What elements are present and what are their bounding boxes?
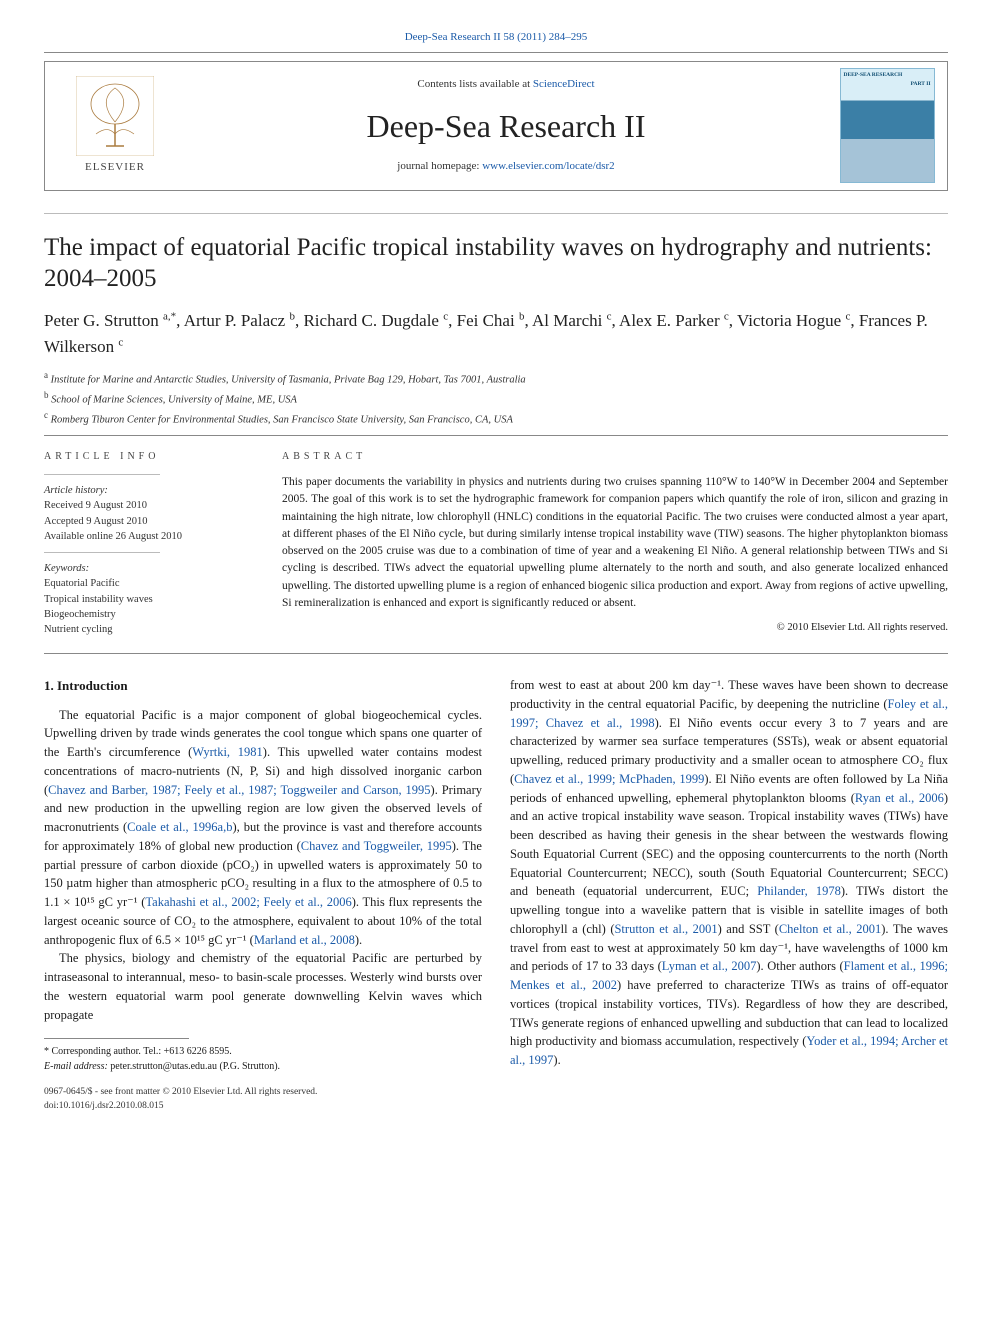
journal-homepage-link[interactable]: www.elsevier.com/locate/dsr2 bbox=[482, 160, 614, 172]
footnotes: * Corresponding author. Tel.: +613 6226 … bbox=[44, 1045, 482, 1074]
affiliation-line: a Institute for Marine and Antarctic Stu… bbox=[44, 369, 948, 389]
front-matter-line: 0967-0645/$ - see front matter © 2010 El… bbox=[44, 1086, 948, 1099]
p2-text-k: ). bbox=[553, 1053, 560, 1067]
ref-strutton-2001[interactable]: Strutton et al., 2001 bbox=[614, 922, 717, 936]
corresponding-author-note: * Corresponding author. Tel.: +613 6226 … bbox=[44, 1045, 482, 1060]
article-title: The impact of equatorial Pacific tropica… bbox=[44, 232, 948, 295]
journal-cover-thumbnail: DEEP-SEA RESEARCH PART II bbox=[840, 68, 935, 183]
history-line-2: Available online 26 August 2010 bbox=[44, 529, 254, 544]
ref-ryan-2006[interactable]: Ryan et al., 2006 bbox=[855, 791, 944, 805]
abstract-heading: ABSTRACT bbox=[282, 450, 948, 465]
ref-chavez-1999[interactable]: Chavez et al., 1999; McPhaden, 1999 bbox=[514, 772, 704, 786]
header-rule bbox=[44, 213, 948, 214]
journal-header-center: Contents lists available at ScienceDirec… bbox=[185, 62, 827, 190]
keyword-1: Tropical instability waves bbox=[44, 592, 254, 607]
elsevier-logo: ELSEVIER bbox=[65, 71, 165, 181]
keyword-2: Biogeochemistry bbox=[44, 607, 254, 622]
cover-thumb-part: PART II bbox=[844, 81, 931, 89]
history-line-0: Received 9 August 2010 bbox=[44, 498, 254, 513]
journal-citation-link[interactable]: Deep-Sea Research II 58 (2011) 284–295 bbox=[405, 31, 588, 43]
ref-chavez-barber-1987[interactable]: Chavez and Barber, 1987; Feely et al., 1… bbox=[48, 783, 430, 797]
p1-text-g: ). bbox=[355, 933, 362, 947]
article-info-heading: ARTICLE INFO bbox=[44, 450, 254, 465]
sciencedirect-link[interactable]: ScienceDirect bbox=[533, 78, 595, 90]
journal-homepage-line: journal homepage: www.elsevier.com/locat… bbox=[397, 159, 614, 175]
ref-takahashi-2002[interactable]: Takahashi et al., 2002; Feely et al., 20… bbox=[145, 895, 351, 909]
ref-philander-1978[interactable]: Philander, 1978 bbox=[757, 884, 841, 898]
running-header: Deep-Sea Research II 58 (2011) 284–295 bbox=[44, 30, 948, 46]
doi-line: doi:10.1016/j.dsr2.2010.08.015 bbox=[44, 1100, 948, 1113]
history-line-1: Accepted 9 August 2010 bbox=[44, 514, 254, 529]
email-value: peter.strutton@utas.edu.au (P.G. Strutto… bbox=[110, 1061, 280, 1072]
p2-text-i: ). Other authors ( bbox=[756, 959, 843, 973]
affiliation-line: c Romberg Tiburon Center for Environment… bbox=[44, 409, 948, 429]
abstract-text: This paper documents the variability in … bbox=[282, 474, 948, 612]
journal-header-box: ELSEVIER Contents lists available at Sci… bbox=[44, 61, 948, 191]
journal-title: Deep-Sea Research II bbox=[367, 103, 646, 149]
elsevier-tree-icon bbox=[76, 76, 154, 156]
homepage-prefix: journal homepage: bbox=[397, 160, 482, 172]
cover-thumb-cell: DEEP-SEA RESEARCH PART II bbox=[827, 62, 947, 190]
intro-para-2b: from west to east at about 200 km day⁻¹.… bbox=[510, 676, 948, 1070]
article-history-label: Article history: bbox=[44, 483, 254, 498]
cover-thumb-title: DEEP-SEA RESEARCH bbox=[844, 72, 931, 80]
ref-wyrtki-1981[interactable]: Wyrtki, 1981 bbox=[192, 745, 263, 759]
abstract-copyright: © 2010 Elsevier Ltd. All rights reserved… bbox=[282, 620, 948, 635]
p2-text-a: The physics, biology and chemistry of th… bbox=[44, 951, 482, 1021]
ref-chavez-toggweiler-1995[interactable]: Chavez and Toggweiler, 1995 bbox=[301, 839, 452, 853]
email-line: E-mail address: peter.strutton@utas.edu.… bbox=[44, 1060, 482, 1075]
intro-para-1: The equatorial Pacific is a major compon… bbox=[44, 706, 482, 950]
contents-available-line: Contents lists available at ScienceDirec… bbox=[417, 77, 594, 93]
page-footer: 0967-0645/$ - see front matter © 2010 El… bbox=[44, 1086, 948, 1113]
p2-text-b: from west to east at about 200 km day⁻¹.… bbox=[510, 678, 948, 711]
ref-chelton-2001[interactable]: Chelton et al., 2001 bbox=[779, 922, 881, 936]
article-info-column: ARTICLE INFO Article history: Received 9… bbox=[44, 450, 254, 637]
affiliations: a Institute for Marine and Antarctic Stu… bbox=[44, 369, 948, 428]
ref-lyman-2007[interactable]: Lyman et al., 2007 bbox=[662, 959, 757, 973]
keyword-3: Nutrient cycling bbox=[44, 622, 254, 637]
publisher-name: ELSEVIER bbox=[85, 160, 145, 176]
top-rule bbox=[44, 52, 948, 53]
keyword-0: Equatorial Pacific bbox=[44, 576, 254, 591]
ref-coale-1996[interactable]: Coale et al., 1996a,b bbox=[127, 820, 232, 834]
section-heading-intro: 1. Introduction bbox=[44, 676, 482, 696]
abstract-column: ABSTRACT This paper documents the variab… bbox=[282, 450, 948, 637]
p2-text-g: ) and SST ( bbox=[718, 922, 779, 936]
intro-para-2a: The physics, biology and chemistry of th… bbox=[44, 949, 482, 1024]
ref-marland-2008[interactable]: Marland et al., 2008 bbox=[254, 933, 355, 947]
author-list: Peter G. Strutton a,*, Artur P. Palacz b… bbox=[44, 308, 948, 359]
footnote-rule bbox=[44, 1038, 189, 1039]
publisher-logo-cell: ELSEVIER bbox=[45, 62, 185, 190]
email-label: E-mail address: bbox=[44, 1061, 108, 1072]
contents-prefix: Contents lists available at bbox=[417, 78, 532, 90]
affiliation-line: b School of Marine Sciences, University … bbox=[44, 389, 948, 409]
p2-text-e: ) and an active tropical instability wav… bbox=[510, 791, 948, 899]
keywords-label: Keywords: bbox=[44, 561, 254, 576]
body-columns: 1. Introduction The equatorial Pacific i… bbox=[44, 676, 948, 1074]
